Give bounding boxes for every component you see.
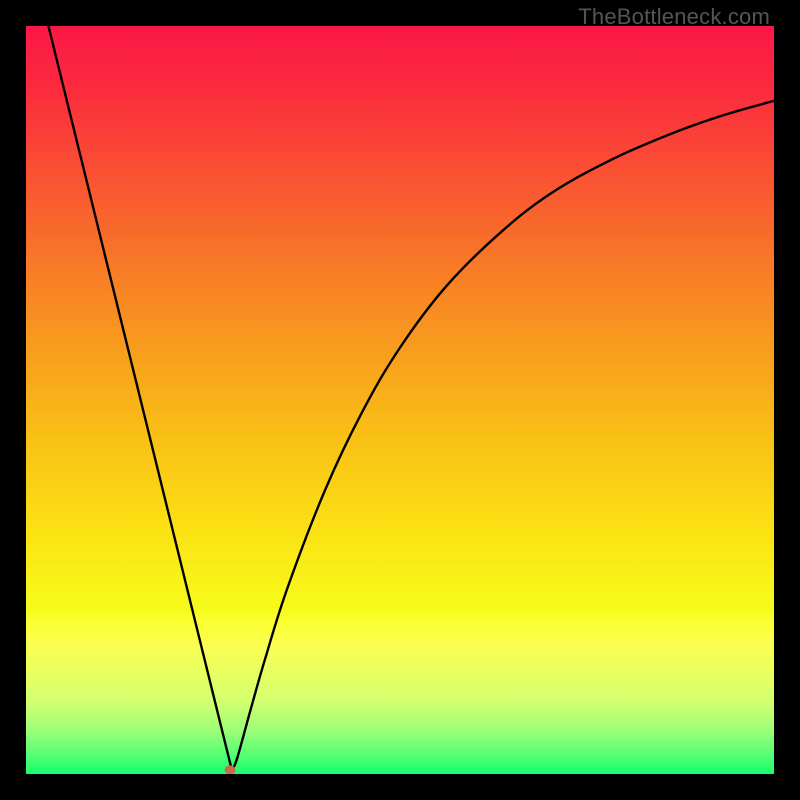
plot-area: [26, 26, 774, 774]
figure-root: TheBottleneck.com: [0, 0, 800, 800]
background-gradient: [26, 26, 774, 774]
